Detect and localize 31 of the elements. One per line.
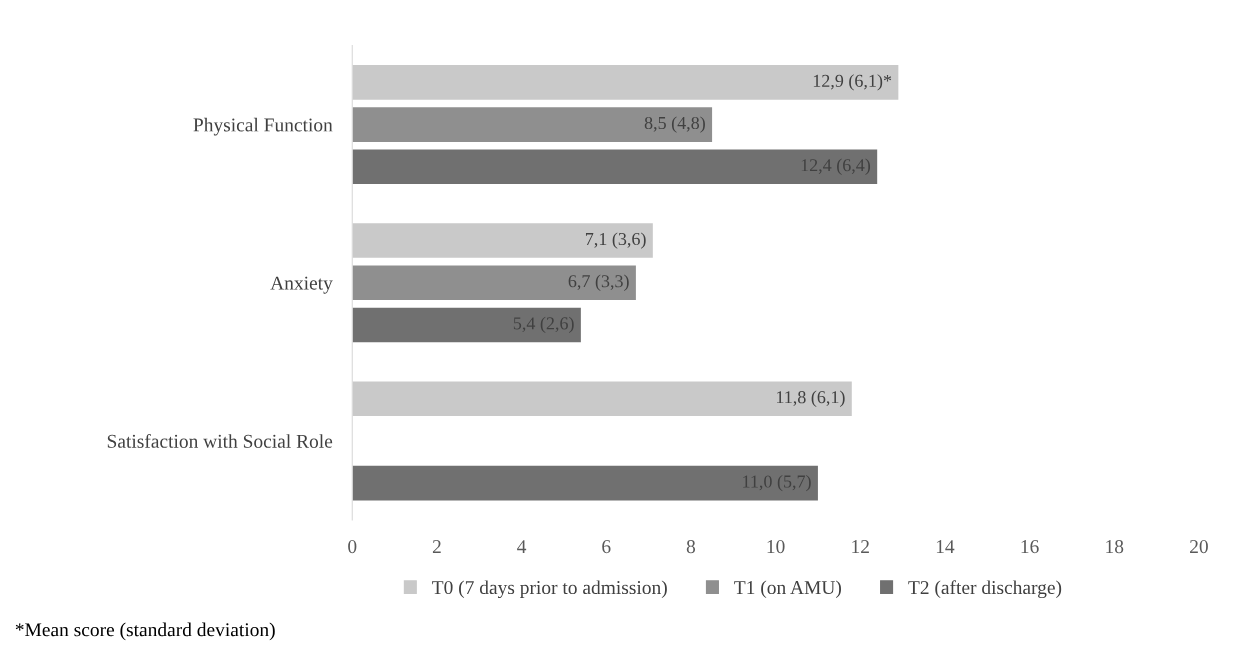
bar [352,223,653,258]
x-tick-label: 2 [432,540,441,553]
x-tick-label: 18 [1106,540,1124,554]
bar [352,65,899,100]
y-tick-label: Physical Function [193,117,333,136]
bar [352,381,852,417]
x-tick-label: 14 [936,540,955,553]
bar [352,265,636,301]
data-label: 6,7 (3,3) [568,274,629,291]
legend-label: T1 (on AMU) [734,580,841,599]
data-label: 11,8 (6,1) [777,390,845,407]
x-tick-label: 10 [767,540,785,554]
bar [352,107,713,142]
x-tick-label: 20 [1190,540,1208,554]
bar [352,465,818,501]
bar [352,307,581,343]
x-tick-label: 0 [348,540,357,554]
legend-label: T0 (7 days prior to admission) [432,580,667,599]
data-label: 12,9 (6,1)* [813,74,892,91]
x-tick-label: 4 [517,540,527,553]
y-tick-label: Anxiety [270,276,333,294]
x-tick-label: 12 [852,540,869,553]
x-tick-label: 16 [1021,540,1039,554]
x-tick-label: 6 [602,540,611,554]
data-label: 7,1 (3,6) [585,232,646,249]
text: *Mean score (standard deviation) [15,622,275,641]
bar [352,149,878,185]
y-tick-label: Satisfaction with Social Role [107,433,333,448]
legend-label: T2 (after discharge) [908,580,1062,599]
x-tick-label: 8 [686,540,696,554]
data-label: 8,5 (4,8) [644,116,705,133]
